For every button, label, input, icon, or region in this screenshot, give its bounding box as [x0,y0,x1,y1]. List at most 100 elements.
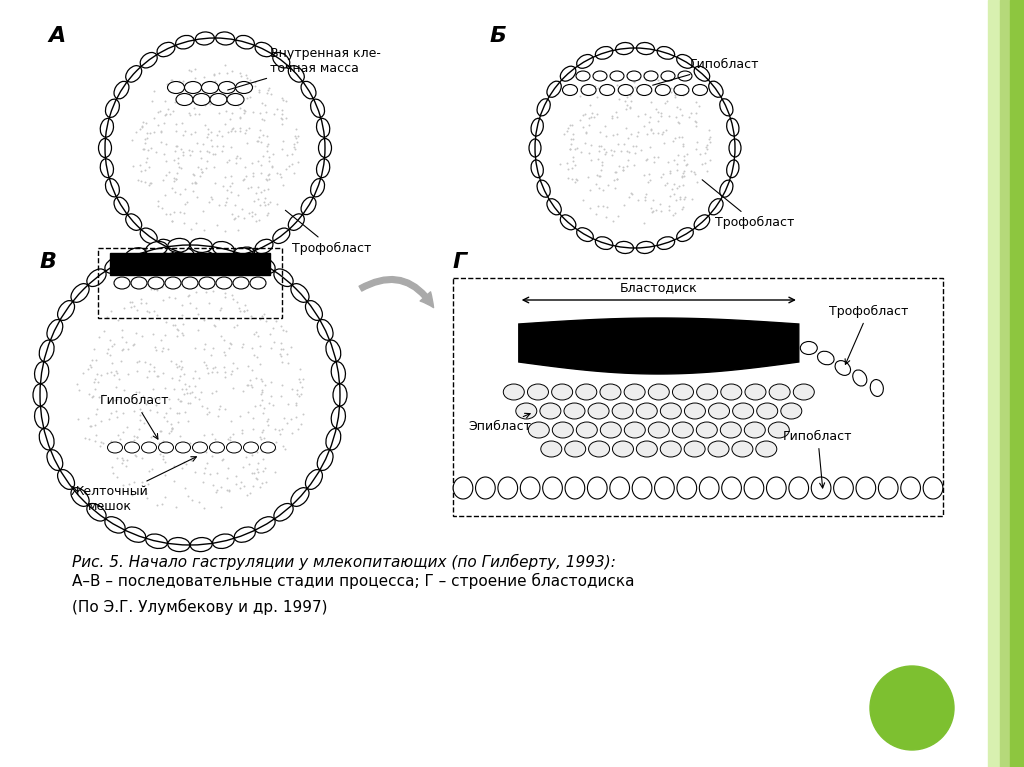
Point [214,130,230,142]
Ellipse shape [236,247,254,261]
Point [177,377,194,390]
Point [611,94,628,106]
Point [86,376,102,388]
Point [157,382,173,394]
Point [675,179,691,192]
Point [209,129,225,141]
Point [292,363,308,375]
Point [211,199,227,211]
Point [224,288,241,301]
Point [260,198,276,210]
Point [193,152,209,164]
Point [286,141,302,153]
Point [194,166,210,178]
Point [239,170,255,183]
Ellipse shape [552,384,572,400]
Point [567,160,584,172]
Point [666,178,682,190]
Point [134,121,151,133]
Point [196,343,212,355]
Point [101,349,118,361]
Point [274,179,291,192]
Point [110,429,126,441]
Point [267,466,284,478]
Ellipse shape [273,503,293,521]
Text: (По Э.Г. Улумбекову и др. 1997): (По Э.Г. Улумбекову и др. 1997) [72,599,328,615]
Point [622,100,638,113]
Bar [1000,0,1010,767]
Ellipse shape [721,384,741,400]
Point [98,347,115,360]
Point [193,441,209,453]
Point [617,121,634,133]
Point [264,160,281,172]
Point [187,176,204,189]
Point [216,366,232,378]
Point [273,104,290,116]
Point [215,453,231,465]
Point [205,147,221,160]
Point [263,376,280,388]
Point [155,294,171,306]
Point [115,343,131,355]
Point [676,154,692,166]
Point [138,297,155,309]
Point [140,143,157,156]
Point [594,159,610,171]
Ellipse shape [708,441,729,457]
Point [148,370,165,382]
Point [196,137,212,150]
Point [170,152,186,164]
Point [625,140,641,153]
Point [229,319,246,331]
Ellipse shape [317,320,333,341]
Point [217,171,233,183]
Point [252,199,268,211]
Point [244,341,260,354]
Point [165,105,181,117]
Point [683,107,699,119]
Ellipse shape [236,35,254,49]
Point [188,137,205,150]
Point [69,378,85,390]
Point [164,74,180,86]
Point [225,212,242,225]
Point [109,452,125,464]
Point [629,130,645,143]
Point [198,446,214,458]
Point [687,143,703,155]
Point [615,163,632,176]
Point [285,147,301,160]
Point [636,120,652,132]
Point [555,127,571,140]
Point [650,127,667,139]
Point [609,173,626,185]
Point [152,104,168,117]
Point [674,131,690,143]
Point [227,470,244,482]
Point [646,151,663,163]
Point [114,453,130,465]
Point [256,431,272,443]
Text: Гипобласт: Гипобласт [100,394,170,439]
Ellipse shape [196,32,214,45]
Point [560,163,577,175]
Point [252,313,268,325]
Point [631,74,647,86]
Point [678,160,694,172]
Ellipse shape [39,429,54,450]
Point [151,393,167,406]
Point [636,169,652,181]
Point [158,208,174,220]
Point [259,140,275,152]
Point [597,148,613,160]
Point [204,449,220,462]
Point [273,343,290,355]
Point [198,359,214,371]
Point [168,173,184,185]
Point [230,189,247,202]
Ellipse shape [595,237,612,249]
Point [183,453,200,466]
Point [200,367,216,380]
Point [257,462,273,474]
